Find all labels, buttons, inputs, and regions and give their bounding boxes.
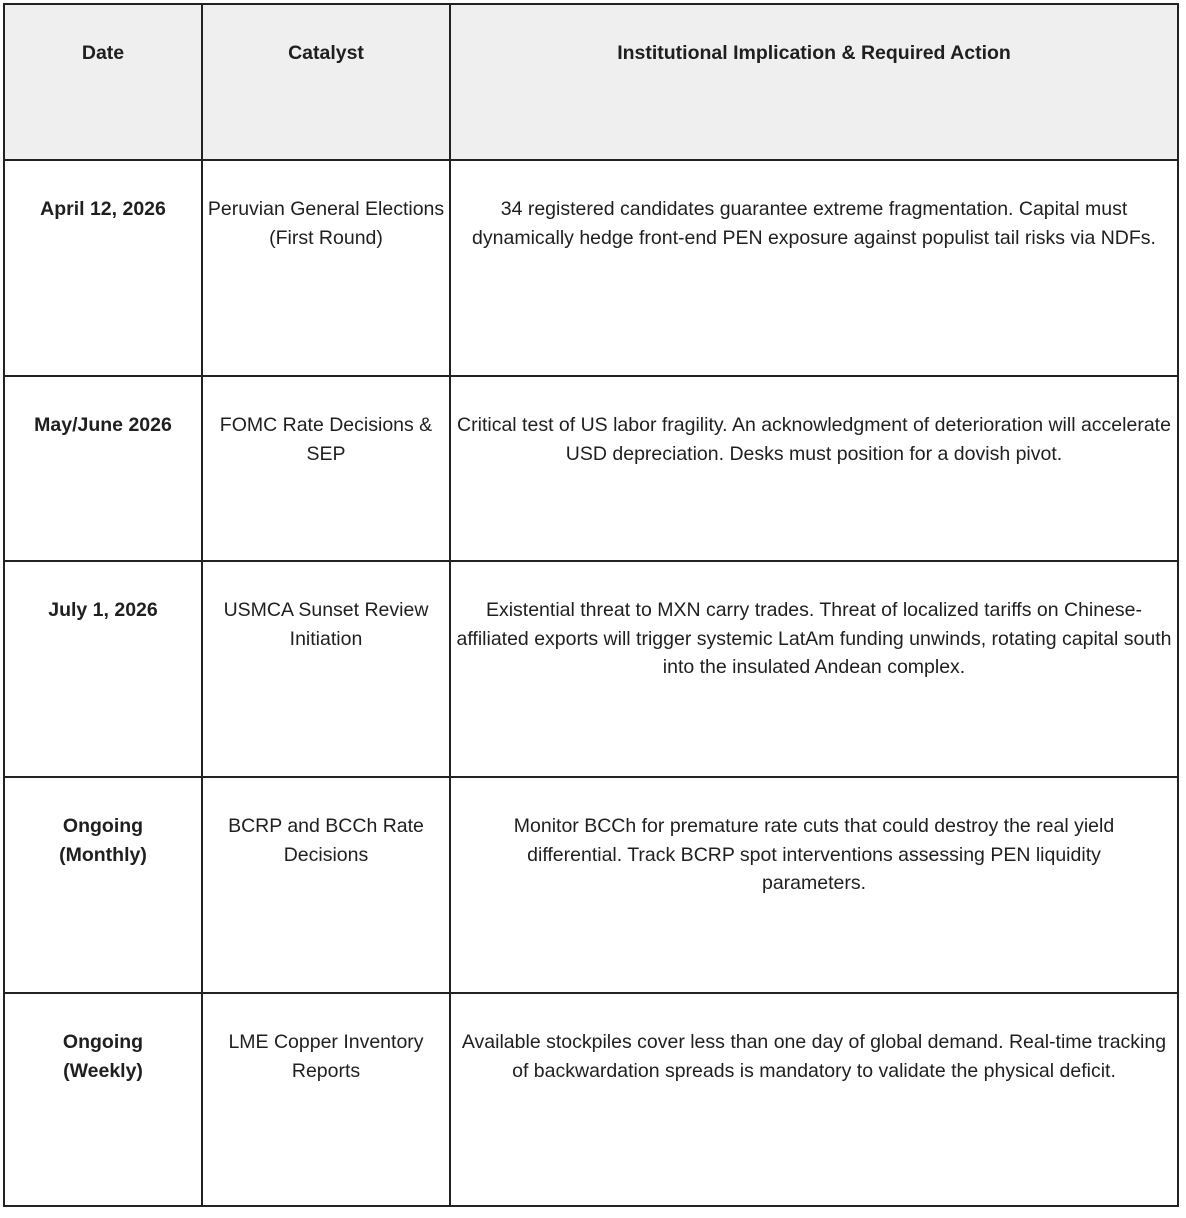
date-cell: Ongoing (Weekly) (3, 992, 203, 1207)
action-cell: 34 registered candidates guarantee extre… (449, 159, 1179, 377)
date-cell: April 12, 2026 (3, 159, 203, 377)
action-cell: Available stockpiles cover less than one… (449, 992, 1179, 1207)
table-row: Ongoing (Monthly) BCRP and BCCh Rate Dec… (3, 776, 1179, 994)
catalyst-table: Date Catalyst Institutional Implication … (3, 3, 1179, 1207)
header-row: Date Catalyst Institutional Implication … (3, 3, 1179, 161)
header-date: Date (3, 3, 203, 161)
catalyst-cell: USMCA Sunset Review Initiation (201, 560, 451, 778)
table-row: April 12, 2026 Peruvian General Election… (3, 159, 1179, 377)
date-cell: May/June 2026 (3, 375, 203, 562)
date-cell: Ongoing (Monthly) (3, 776, 203, 994)
header-catalyst: Catalyst (201, 3, 451, 161)
action-cell: Monitor BCCh for premature rate cuts tha… (449, 776, 1179, 994)
action-cell: Existential threat to MXN carry trades. … (449, 560, 1179, 778)
table-row: Ongoing (Weekly) LME Copper Inventory Re… (3, 992, 1179, 1207)
catalyst-cell: BCRP and BCCh Rate Decisions (201, 776, 451, 994)
table-row: May/June 2026 FOMC Rate Decisions & SEP … (3, 375, 1179, 562)
catalyst-cell: LME Copper Inventory Reports (201, 992, 451, 1207)
action-cell: Critical test of US labor fragility. An … (449, 375, 1179, 562)
catalyst-cell: FOMC Rate Decisions & SEP (201, 375, 451, 562)
header-action: Institutional Implication & Required Act… (449, 3, 1179, 161)
table-row: July 1, 2026 USMCA Sunset Review Initiat… (3, 560, 1179, 778)
catalyst-cell: Peruvian General Elections (First Round) (201, 159, 451, 377)
date-cell: July 1, 2026 (3, 560, 203, 778)
